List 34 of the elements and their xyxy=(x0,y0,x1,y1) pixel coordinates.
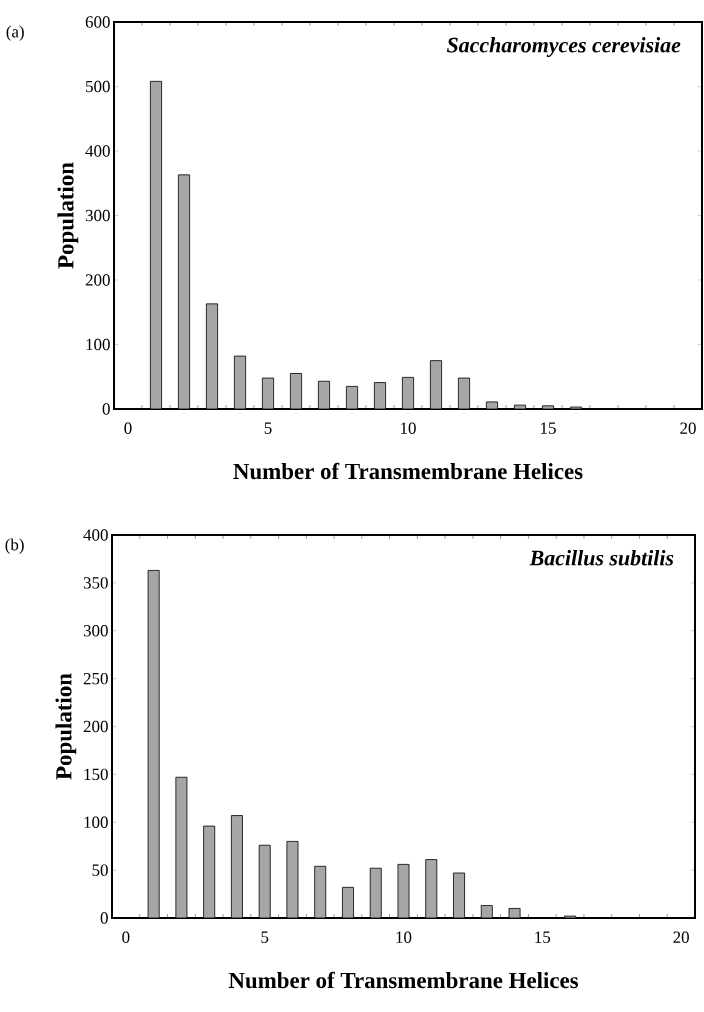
x-tick-label: 15 xyxy=(535,931,551,943)
x-tick-label: 5 xyxy=(264,422,272,434)
x-tick-label: 0 xyxy=(122,931,130,943)
y-tick-label: 0 xyxy=(102,403,110,415)
y-tick-label: 200 xyxy=(83,720,108,733)
y-axis-title: Population xyxy=(55,673,77,780)
y-tick-label: 500 xyxy=(86,80,110,93)
x-tick-label: 20 xyxy=(680,422,696,434)
x-tick-label: 15 xyxy=(541,422,556,434)
x-tick-label: 0 xyxy=(124,422,132,434)
text: (b) xyxy=(5,538,24,554)
annotation: Saccharomyces cerevisiae xyxy=(446,37,681,58)
y-tick-label: 300 xyxy=(85,209,110,222)
y-tick-label: 100 xyxy=(86,338,110,351)
y-tick-label: 400 xyxy=(83,529,108,541)
y-tick-label: 600 xyxy=(85,16,110,28)
y-tick-label: 400 xyxy=(85,145,110,157)
x-tick-label: 5 xyxy=(261,931,269,943)
y-tick-label: 0 xyxy=(100,912,108,924)
x-tick-label: 10 xyxy=(396,931,412,943)
text: (a) xyxy=(6,25,24,41)
y-tick-label: 150 xyxy=(84,768,108,781)
y-tick-label: 300 xyxy=(83,625,108,637)
y-tick-label: 350 xyxy=(83,577,108,589)
x-tick-label: 20 xyxy=(673,931,689,943)
y-tick-label: 250 xyxy=(83,672,108,685)
x-tick-label: 10 xyxy=(401,422,416,434)
y-axis-title: Population xyxy=(57,162,79,269)
x-axis-title: Number of Transmembrane Helices xyxy=(228,971,579,989)
x-axis-title: Number of Transmembrane Helices xyxy=(233,462,583,480)
y-tick-label: 200 xyxy=(85,274,110,286)
y-tick-label: 50 xyxy=(92,864,108,876)
y-tick-label: 100 xyxy=(84,816,108,828)
annotation: Bacillus subtilis xyxy=(529,550,674,566)
